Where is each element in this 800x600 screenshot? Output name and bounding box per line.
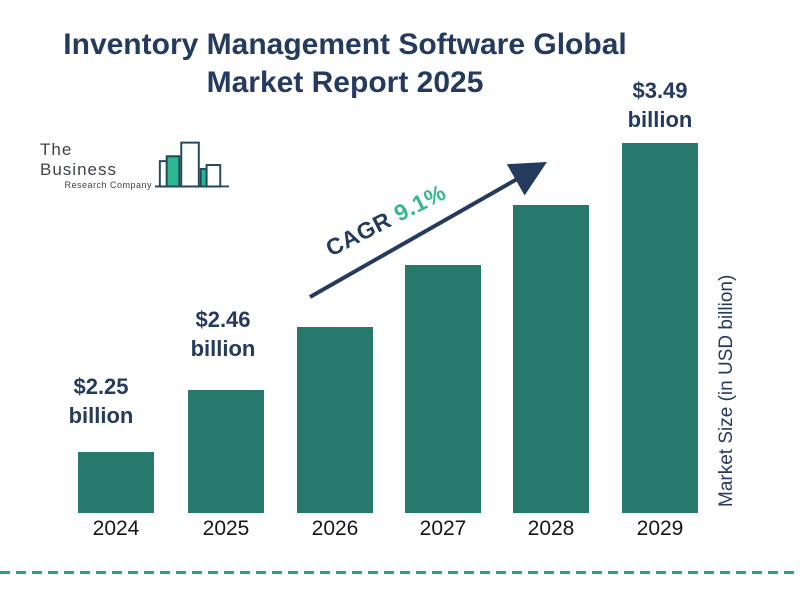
bar-2029 — [622, 143, 698, 513]
company-logo-text: The Business Research Company — [40, 140, 152, 194]
bar-value-unit: billion — [190, 336, 256, 361]
bar-value-label-2024: $2.25 billion — [41, 372, 161, 430]
logo-subname: Research Company — [64, 180, 153, 190]
logo-name: The Business — [40, 140, 117, 179]
x-tick-2024: 2024 — [92, 517, 140, 540]
logo-bar-chart-icon — [154, 141, 230, 188]
x-tick-2027: 2027 — [419, 517, 467, 540]
x-tick-2026: 2026 — [311, 517, 359, 540]
bar-2024 — [78, 452, 154, 513]
bar-value-label-2029: $3.49 billion — [600, 76, 720, 134]
x-tick-2029: 2029 — [636, 517, 684, 540]
chart-title-line1: Inventory Management Software Global — [63, 28, 627, 61]
bar-2028 — [513, 205, 589, 513]
bar-2025 — [188, 390, 264, 513]
bar-value-label-2025: $2.46 billion — [163, 305, 283, 363]
bottom-dashed-divider — [0, 571, 800, 574]
company-logo: The Business Research Company — [40, 136, 230, 194]
bar-value-unit: billion — [627, 107, 693, 132]
bar-2026 — [297, 327, 373, 513]
chart-title: Inventory Management Software Global Mar… — [0, 26, 690, 102]
x-tick-2028: 2028 — [527, 517, 575, 540]
y-axis-label: Market Size (in USD billion) — [716, 274, 737, 508]
bar-value-amount: $2.46 — [195, 307, 251, 332]
bar-value-amount: $2.25 — [73, 374, 129, 399]
x-tick-2025: 2025 — [202, 517, 250, 540]
chart-title-line2: Market Report 2025 — [206, 66, 484, 99]
bar-value-amount: $3.49 — [632, 78, 688, 103]
bar-value-unit: billion — [68, 403, 134, 428]
bar-2027 — [405, 265, 481, 513]
